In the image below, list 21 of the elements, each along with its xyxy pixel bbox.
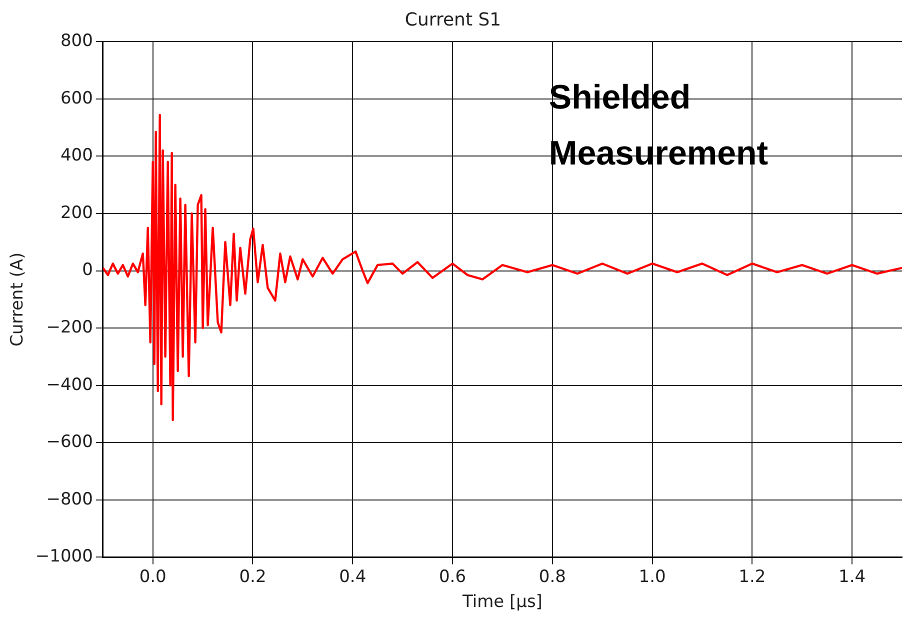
x-tick-label: 1.4 xyxy=(838,566,866,587)
y-tick-label: −800 xyxy=(46,489,93,510)
x-tick-label: 0.0 xyxy=(139,566,166,587)
y-axis-title: Current (A) xyxy=(8,252,28,346)
x-tick-label: 1.2 xyxy=(738,566,766,587)
x-axis-title: Time [μs] xyxy=(461,592,542,612)
x-tick-label: 1.0 xyxy=(638,566,666,587)
y-tick-label: 0 xyxy=(82,260,93,280)
y-tick-label: −200 xyxy=(46,317,93,338)
y-tick-label: 800 xyxy=(60,31,93,52)
x-tick-label: 0.8 xyxy=(538,566,566,587)
y-tick-label: −400 xyxy=(46,374,93,395)
x-tick-label: 0.4 xyxy=(339,566,366,587)
y-tick-label: 600 xyxy=(60,88,93,108)
y-tick-label: 200 xyxy=(60,202,93,223)
x-tick-label: 0.6 xyxy=(438,566,466,587)
y-tick-label: 400 xyxy=(60,146,93,166)
y-tick-label: −600 xyxy=(46,432,93,452)
chart-title: Current S1 xyxy=(404,9,502,30)
y-tick-label: −1000 xyxy=(35,546,93,567)
x-tick-label: 0.2 xyxy=(239,566,266,587)
